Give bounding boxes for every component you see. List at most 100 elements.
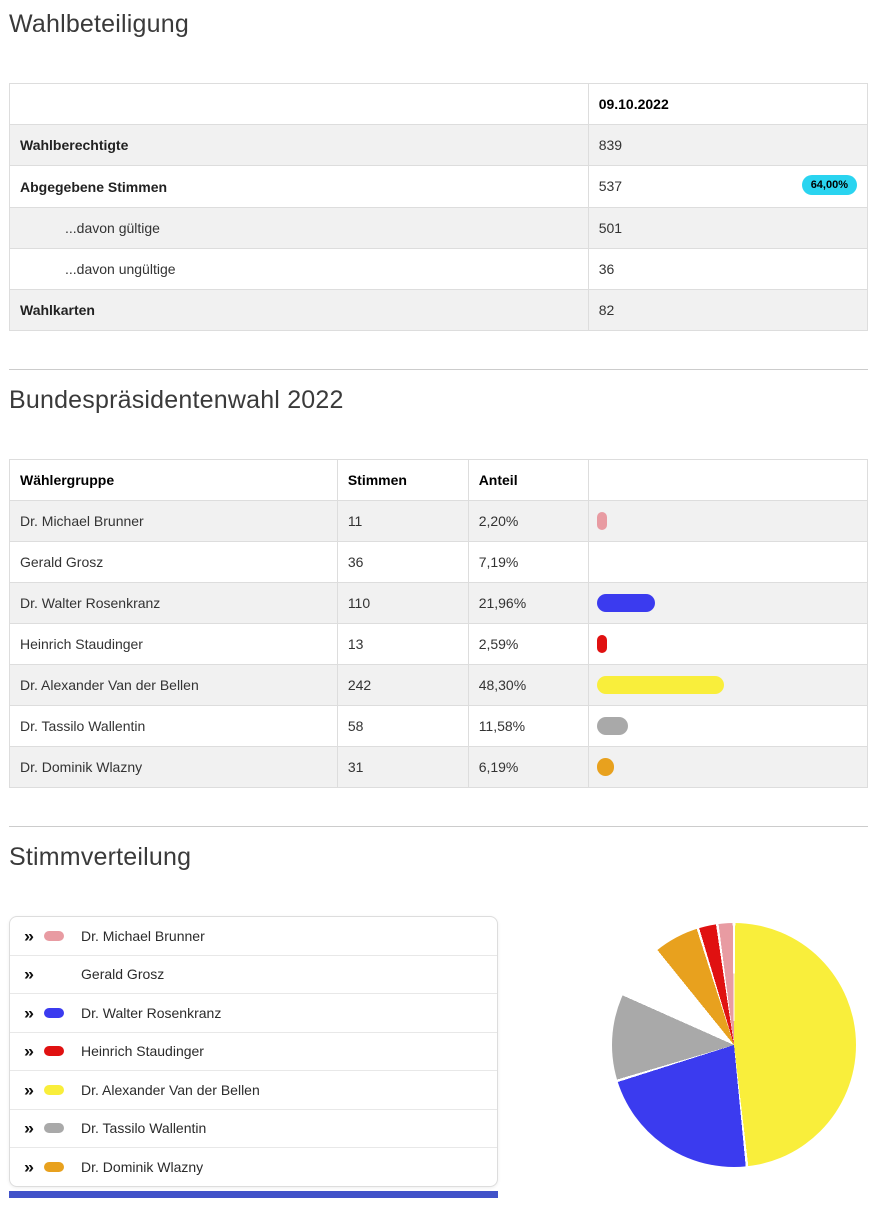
candidate-name: Dr. Walter Rosenkranz (9, 582, 338, 624)
row-value: 36 (587, 248, 869, 290)
header-group: Wählergruppe (9, 459, 338, 501)
turnout-percentage-badge: 64,00% (801, 175, 857, 195)
candidate-bar-cell (588, 623, 868, 665)
row-value: 537 64,00% (587, 165, 869, 208)
candidate-bar-cell (588, 705, 868, 747)
result-bar-fill (597, 553, 617, 571)
row-label: ...davon gültige (9, 207, 589, 249)
table-row: Heinrich Staudinger 13 2,59% (9, 623, 868, 665)
distribution-title: Stimmverteilung (9, 843, 192, 871)
double-chevron-right-icon: » (24, 1119, 35, 1138)
table-row: Abgegebene Stimmen 537 64,00% (9, 165, 869, 208)
candidate-share: 7,19% (467, 541, 590, 583)
turnout-header-date: 09.10.2022 (587, 83, 869, 125)
candidate-votes: 13 (336, 623, 469, 665)
table-row: Dr. Tassilo Wallentin 58 11,58% (9, 705, 868, 747)
candidate-votes: 36 (336, 541, 469, 583)
result-bar-track (597, 676, 859, 694)
election-title: Bundespräsidentenwahl 2022 (9, 386, 344, 414)
pie-chart (612, 923, 856, 1167)
result-bar-track (597, 553, 859, 571)
candidate-share: 2,20% (467, 500, 590, 542)
row-label: Wahlkarten (9, 289, 589, 331)
results-header-row: Wählergruppe Stimmen Anteil (9, 459, 868, 501)
candidate-name: Dr. Michael Brunner (9, 500, 338, 542)
result-bar-fill (597, 676, 724, 694)
result-bar-fill (597, 758, 614, 776)
table-row: Dr. Alexander Van der Bellen 242 48,30% (9, 664, 868, 706)
legend-item[interactable]: » Dr. Tassilo Wallentin (10, 1108, 497, 1148)
table-row: ...davon gültige 501 (9, 207, 869, 249)
legend-swatch (44, 1046, 65, 1057)
row-label: Abgegebene Stimmen (9, 165, 589, 208)
header-votes: Stimmen (336, 459, 469, 501)
legend-label: Heinrich Staudinger (81, 1043, 204, 1060)
table-row: Dr. Dominik Wlazny 31 6,19% (9, 746, 868, 788)
candidate-name: Heinrich Staudinger (9, 623, 338, 665)
result-bar-track (597, 594, 859, 612)
section-divider (9, 369, 868, 370)
legend-item[interactable]: » Dr. Walter Rosenkranz (10, 993, 497, 1032)
double-chevron-right-icon: » (24, 926, 35, 945)
row-value: 501 (587, 207, 869, 249)
result-bar-track (597, 717, 859, 735)
result-bar-track (597, 635, 859, 653)
results-page: Wahlbeteiligung 09.10.2022 Wahlberechtig… (9, 10, 869, 1198)
header-bar-empty (588, 459, 868, 501)
legend-swatch (44, 1084, 65, 1095)
candidate-votes: 110 (336, 582, 469, 624)
legend-item[interactable]: » Dr. Alexander Van der Bellen (10, 1070, 497, 1109)
legend-swatch (44, 930, 65, 941)
double-chevron-right-icon: » (24, 1080, 35, 1099)
votes-cast-value: 537 (598, 178, 623, 194)
candidate-votes: 242 (336, 664, 469, 706)
candidate-share: 21,96% (467, 582, 590, 624)
candidate-bar-cell (588, 500, 868, 542)
bottom-cutoff-bar (9, 1190, 498, 1198)
legend-swatch (44, 969, 65, 980)
row-value: 839 (587, 124, 869, 166)
result-bar-fill (597, 717, 628, 735)
candidate-votes: 31 (336, 746, 469, 788)
candidate-bar-cell (588, 541, 868, 583)
candidate-name: Dr. Dominik Wlazny (9, 746, 338, 788)
result-bar-fill (597, 594, 655, 612)
candidate-name: Dr. Alexander Van der Bellen (9, 664, 338, 706)
legend-swatch (44, 1161, 65, 1172)
distribution-layout: » Dr. Michael Brunner » Gerald Grosz » D… (9, 916, 868, 1187)
double-chevron-right-icon: » (24, 1003, 35, 1022)
legend-label: Dr. Dominik Wlazny (81, 1158, 204, 1175)
candidate-share: 6,19% (467, 746, 590, 788)
legend-swatch (44, 1007, 65, 1018)
legend-item[interactable]: » Dr. Dominik Wlazny (10, 1147, 497, 1186)
row-label: ...davon ungültige (9, 248, 589, 290)
table-row: Dr. Michael Brunner 11 2,20% (9, 500, 868, 542)
candidate-bar-cell (588, 664, 868, 706)
legend-item[interactable]: » Dr. Michael Brunner (10, 917, 497, 955)
candidate-share: 2,59% (467, 623, 590, 665)
turnout-table: 09.10.2022 Wahlberechtigte 839 Abgegeben… (9, 83, 869, 331)
results-table: Wählergruppe Stimmen Anteil Dr. Michael … (9, 459, 868, 788)
table-row: Dr. Walter Rosenkranz 110 21,96% (9, 582, 868, 624)
result-bar-fill (597, 512, 608, 530)
candidate-name: Dr. Tassilo Wallentin (9, 705, 338, 747)
legend-item[interactable]: » Gerald Grosz (10, 954, 497, 994)
candidate-bar-cell (588, 582, 868, 624)
turnout-title: Wahlbeteiligung (9, 10, 189, 38)
result-bar-fill (597, 635, 608, 653)
candidate-share: 11,58% (467, 705, 590, 747)
table-row: ...davon ungültige 36 (9, 248, 869, 290)
legend-label: Gerald Grosz (81, 966, 165, 983)
table-row: Wahlberechtigte 839 (9, 124, 869, 166)
double-chevron-right-icon: » (24, 1157, 35, 1176)
double-chevron-right-icon: » (24, 1042, 35, 1061)
turnout-header-empty (9, 83, 589, 125)
header-share: Anteil (467, 459, 590, 501)
legend-label: Dr. Michael Brunner (81, 927, 205, 944)
legend-swatch (44, 1123, 65, 1134)
section-divider (9, 826, 868, 827)
legend-item[interactable]: » Heinrich Staudinger (10, 1031, 497, 1071)
legend-label: Dr. Tassilo Wallentin (81, 1120, 207, 1137)
table-row: Wahlkarten 82 (9, 289, 869, 331)
row-value: 82 (587, 289, 869, 331)
